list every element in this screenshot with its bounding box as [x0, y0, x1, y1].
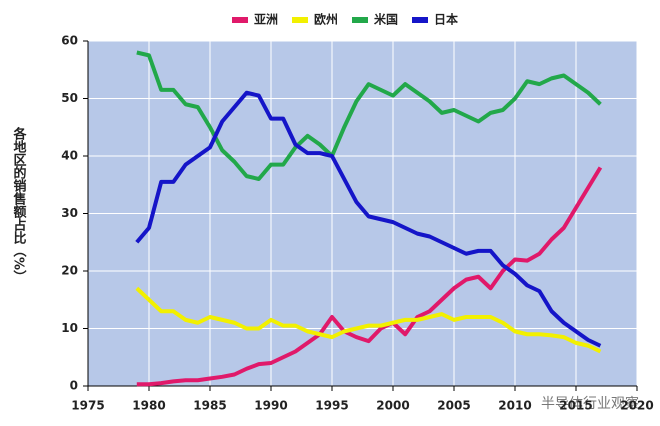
y-tick-label: 60	[61, 34, 78, 48]
legend-label: 米国	[374, 12, 398, 27]
y-axis-label: 各地区的销售额占比（%）	[11, 126, 28, 283]
legend-label: 日本	[434, 12, 458, 27]
watermark: 半导体行业观察	[541, 395, 639, 412]
y-tick-label: 50	[61, 91, 78, 105]
x-tick-label: 1980	[132, 399, 165, 413]
x-tick-label: 2010	[498, 399, 531, 413]
series-line	[135, 286, 602, 354]
y-tick-label: 10	[61, 321, 78, 335]
y-tick-label: 30	[61, 206, 78, 220]
x-tick-label: 1975	[71, 399, 104, 413]
x-tick-label: 2005	[437, 399, 470, 413]
y-tick-label: 20	[61, 264, 78, 278]
y-tick-label: 40	[61, 149, 78, 163]
x-tick-label: 2020	[620, 399, 653, 413]
x-tick-label: 1995	[315, 399, 348, 413]
series-line	[135, 90, 602, 348]
x-tick-label: 2000	[376, 399, 409, 413]
legend-label: 亚洲	[254, 13, 278, 27]
legend-label: 欧州	[314, 12, 338, 27]
x-tick-label: 1985	[193, 399, 226, 413]
y-tick-label: 0	[70, 379, 78, 393]
x-tick-label: 2015	[559, 399, 592, 413]
series-line	[136, 166, 603, 387]
x-tick-label: 1990	[254, 399, 287, 413]
